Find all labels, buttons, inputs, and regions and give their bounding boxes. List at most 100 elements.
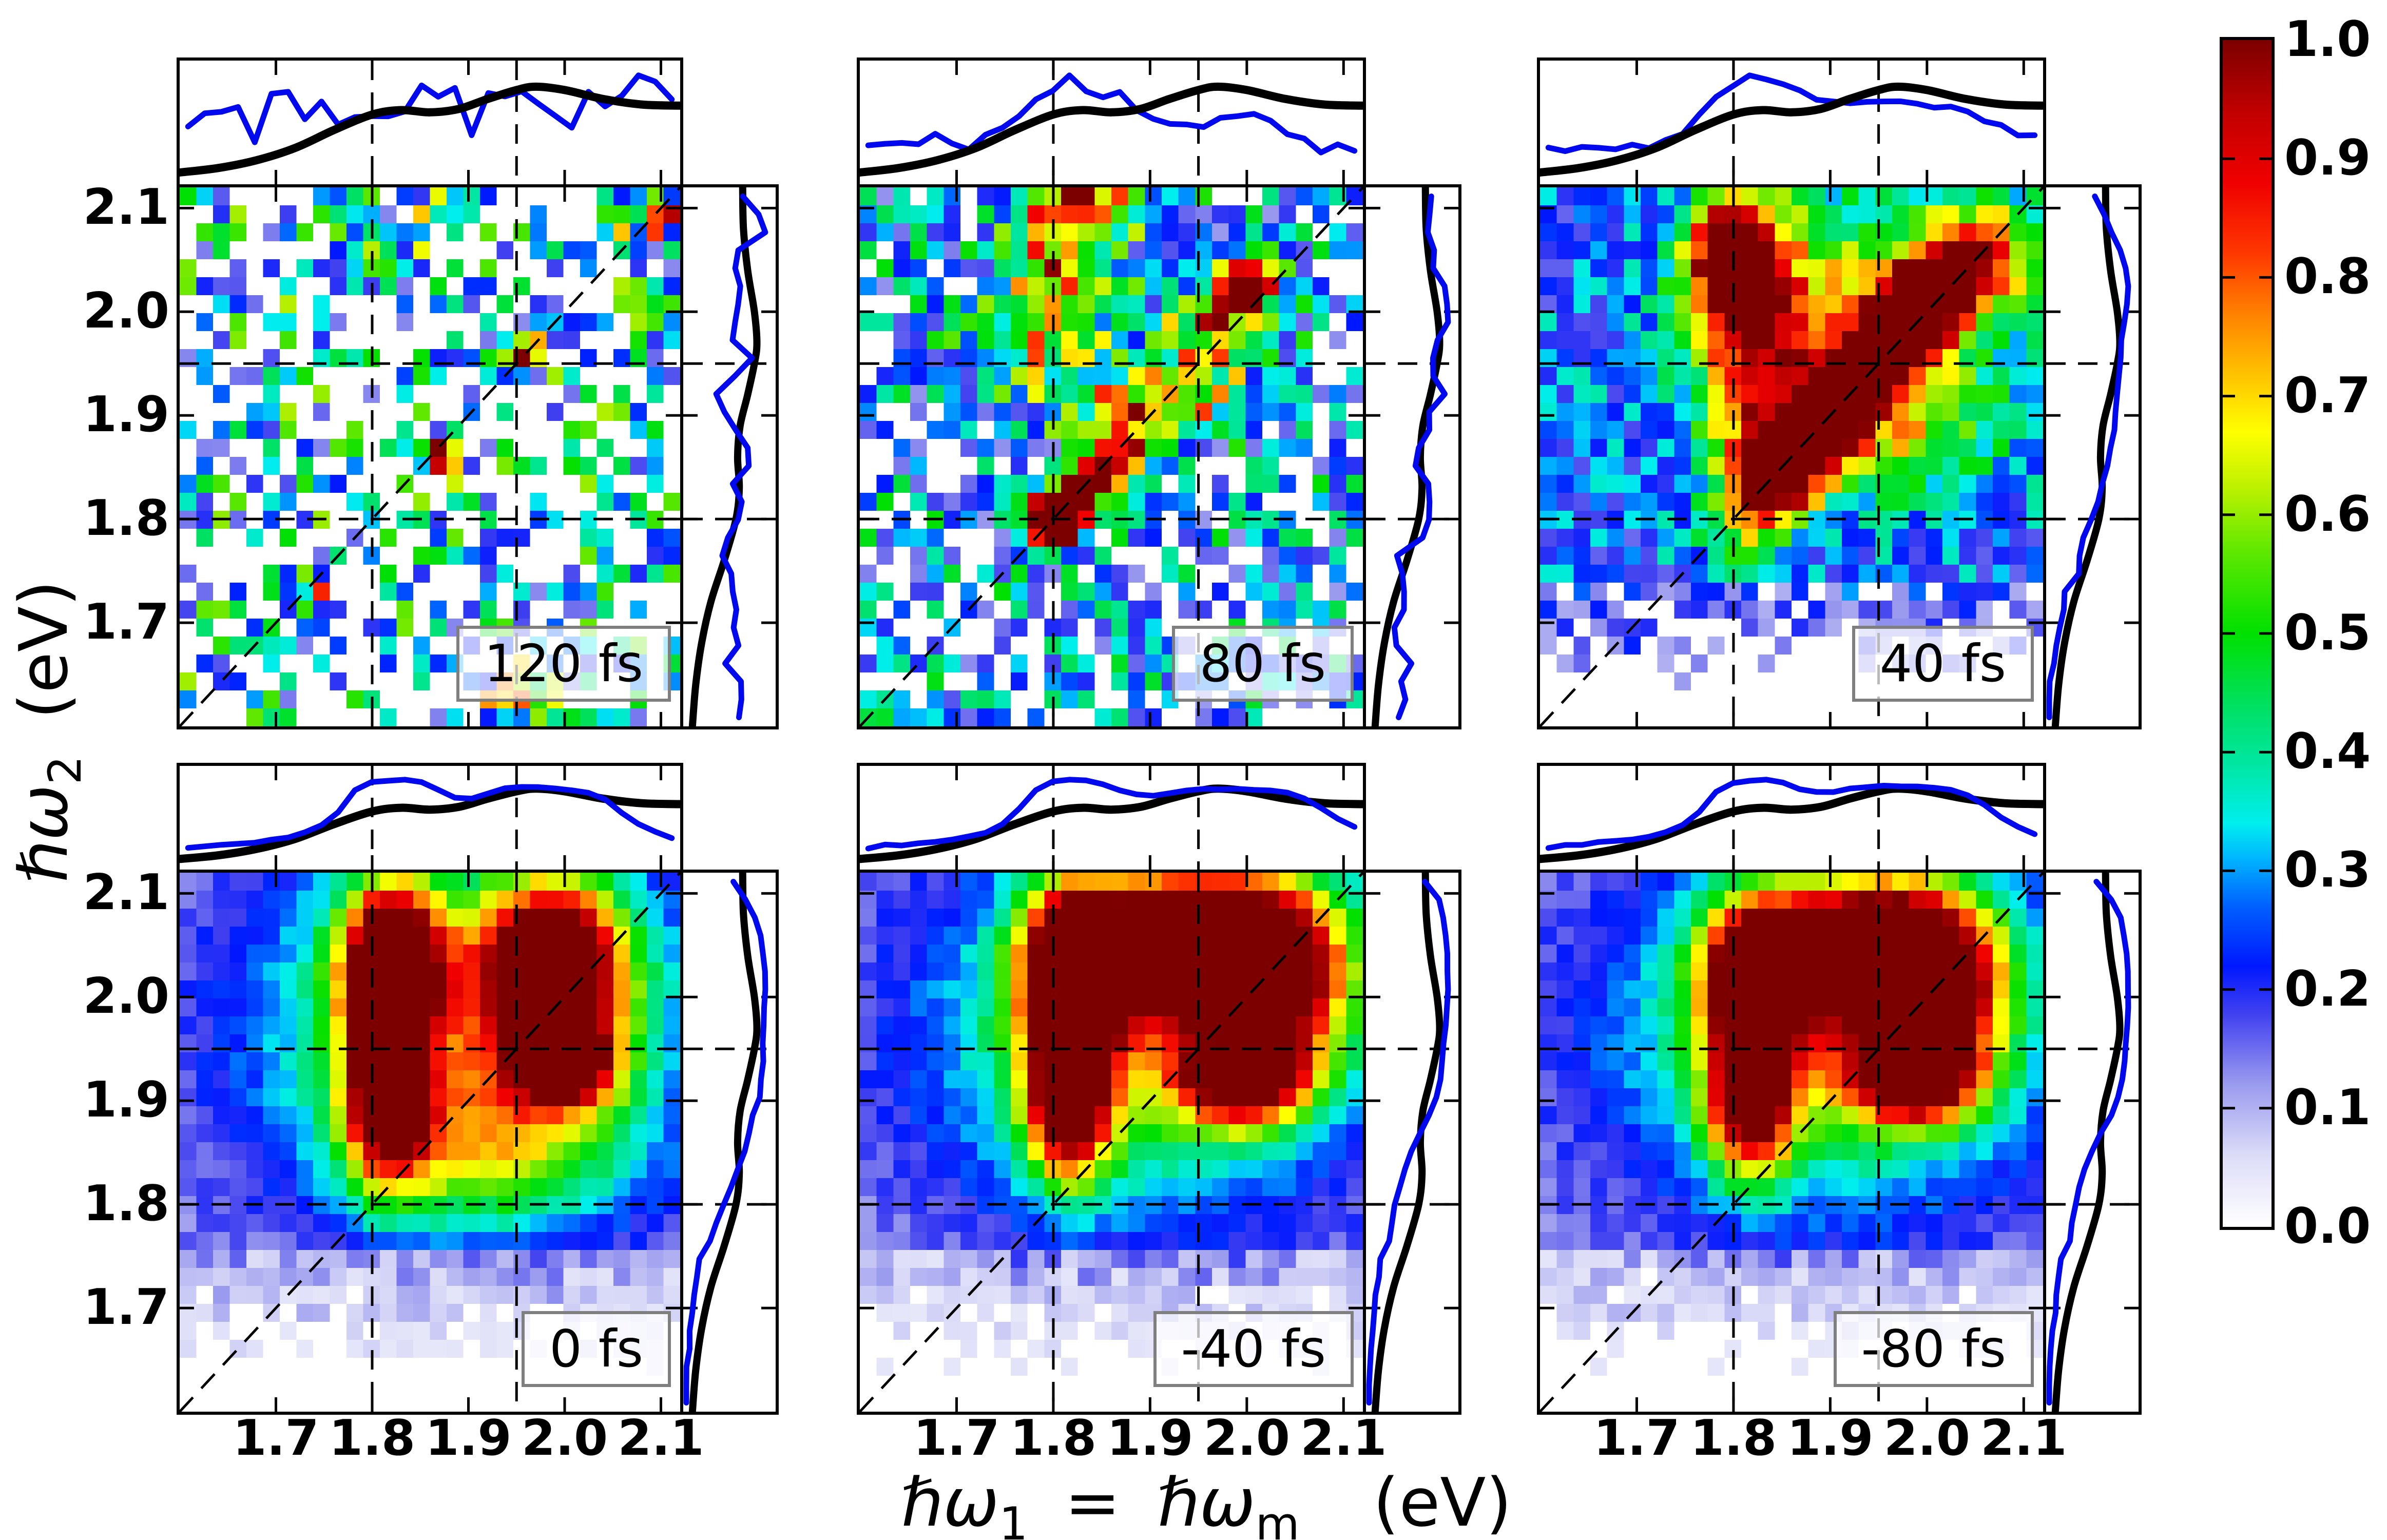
colorbar-tick-label: 0.4: [2284, 723, 2371, 780]
colorbar-tick-label: 0.7: [2284, 367, 2371, 424]
projection-curve-right: [713, 194, 768, 720]
y-tick-label: 2.1: [83, 864, 169, 921]
colorbar-tick-label: 0.3: [2284, 842, 2371, 899]
top-marginal-80-fs: [857, 57, 1366, 187]
reference-spectrum-curve: [860, 784, 1363, 863]
y-tick-label: 2.0: [83, 968, 169, 1025]
reference-spectrum-curve-right: [1371, 187, 1443, 726]
time-label: 120 fs: [456, 626, 671, 702]
colorbar-tick-label: 0.1: [2284, 1079, 2371, 1136]
right-marginal-plot: [1366, 873, 1458, 1412]
x-axis-title-unit: (eV): [1373, 1464, 1512, 1540]
x-tick-label: 2.0: [1883, 1410, 1970, 1467]
top-marginal-plot: [180, 61, 680, 184]
y-tick-label: 1.8: [83, 1176, 169, 1233]
y-tick-label: 1.9: [83, 1072, 169, 1129]
right-marginal--40-fs: [1363, 870, 1461, 1415]
top-marginal--80-fs: [1537, 763, 2046, 873]
projection-curve-top: [865, 777, 1358, 852]
colorbar-frame: [2220, 37, 2275, 1230]
reference-spectrum-curve: [860, 82, 1363, 177]
colorbar-ticks: [2223, 157, 2272, 1110]
top-marginal-plot: [860, 61, 1363, 184]
x-tick-label: 1.8: [1690, 1410, 1777, 1467]
colorbar-tick-label: 0.8: [2284, 248, 2371, 305]
time-label: 80 fs: [1171, 626, 1354, 702]
y-tick-label: 2.0: [83, 283, 169, 340]
time-label: 0 fs: [522, 1311, 671, 1387]
x-tick-label: 1.7: [233, 1410, 319, 1467]
heatmap-main-80-fs: 80 fs: [857, 184, 1366, 729]
heatmap-main-40-fs: 40 fs: [1537, 184, 2046, 729]
x-tick-label: 1.9: [425, 1410, 512, 1467]
reference-spectrum-curve-right: [688, 873, 761, 1412]
top-marginal-40-fs: [1537, 57, 2046, 187]
time-label: 40 fs: [1852, 626, 2034, 702]
projection-curve-right: [1366, 879, 1451, 1406]
right-marginal-plot: [683, 187, 776, 726]
projection-curve-right: [2046, 194, 2131, 720]
heatmap-main--40-fs: -40 fs: [857, 870, 1366, 1415]
x-axis-title-subscript-1: 1: [999, 1497, 1028, 1540]
x-axis-title-symbol-1: ℏω: [900, 1464, 999, 1540]
heatmap-main-120-fs: 120 fs: [177, 184, 683, 729]
x-tick-label: 2.1: [618, 1410, 704, 1467]
heatmap-main--80-fs: -80 fs: [1537, 870, 2046, 1415]
projection-curve-top: [185, 777, 675, 851]
y-tick-label: 2.1: [83, 179, 169, 236]
time-label: -40 fs: [1153, 1311, 1354, 1387]
right-marginal-plot: [1366, 187, 1458, 726]
x-tick-label: 2.1: [1980, 1410, 2067, 1467]
projection-curve-top: [1545, 72, 2038, 154]
x-axis-title-equals: =: [1064, 1464, 1121, 1540]
right-marginal-120-fs: [680, 184, 779, 729]
top-marginal-plot: [1540, 61, 2043, 184]
reference-spectrum-curve-right: [2051, 873, 2124, 1412]
reference-spectrum-curve: [180, 82, 680, 177]
x-axis-title-symbol-2: ℏω: [1157, 1464, 1256, 1540]
projection-curve-top: [865, 72, 1358, 156]
right-marginal-plot: [683, 873, 776, 1412]
x-tick-label: 1.9: [1107, 1410, 1194, 1467]
top-marginal-plot: [1540, 766, 2043, 870]
x-tick-label: 1.8: [1010, 1410, 1097, 1467]
y-tick-label: 1.9: [83, 387, 169, 444]
colorbar-tick-label: 0.2: [2284, 960, 2371, 1017]
reference-spectrum-curve-right: [2051, 187, 2124, 726]
projection-curve-top: [1545, 777, 2038, 851]
projection-curve-right: [1391, 194, 1451, 720]
colorbar-tick-label: 0.9: [2284, 130, 2371, 187]
y-tick-label: 1.7: [83, 594, 169, 651]
heatmap-overlay: [180, 873, 680, 1412]
reference-spectrum-curve: [180, 784, 680, 863]
reference-spectrum-curve-right: [1371, 873, 1443, 1412]
top-marginal--40-fs: [857, 763, 1366, 873]
reference-spectrum-curve: [1540, 82, 2043, 177]
y-tick-label: 1.7: [83, 1279, 169, 1336]
colorbar-tick-label: 0.5: [2284, 605, 2371, 661]
y-tick-label: 1.8: [83, 490, 169, 547]
x-tick-label: 2.1: [1300, 1410, 1387, 1467]
right-marginal--80-fs: [2043, 870, 2142, 1415]
time-label: -80 fs: [1833, 1311, 2034, 1387]
reference-spectrum-curve-right: [688, 187, 761, 726]
colorbar-tick-label: 1.0: [2284, 11, 2371, 68]
colorbar-tick-label: 0.6: [2284, 486, 2371, 543]
right-marginal-40-fs: [2043, 184, 2142, 729]
x-tick-label: 1.7: [913, 1410, 1000, 1467]
right-marginal-plot: [2046, 187, 2139, 726]
reference-spectrum-curve: [1540, 784, 2043, 863]
x-tick-label: 1.9: [1787, 1410, 1874, 1467]
right-marginal-0-fs: [680, 870, 779, 1415]
x-axis-title: ℏω1 = ℏωm (eV): [901, 1469, 1512, 1540]
top-marginal-plot: [180, 766, 680, 870]
top-marginal-0-fs: [177, 763, 683, 873]
right-marginal-plot: [2046, 873, 2139, 1412]
y-axis-title-symbol: ℏω: [5, 784, 83, 883]
x-axis-title-subscript-2: m: [1255, 1497, 1300, 1540]
projection-curve-right: [683, 879, 768, 1406]
right-marginal-80-fs: [1363, 184, 1461, 729]
y-axis-title-subscript: 2: [38, 756, 91, 785]
colorbar-tick-label: 0.0: [2284, 1198, 2371, 1255]
